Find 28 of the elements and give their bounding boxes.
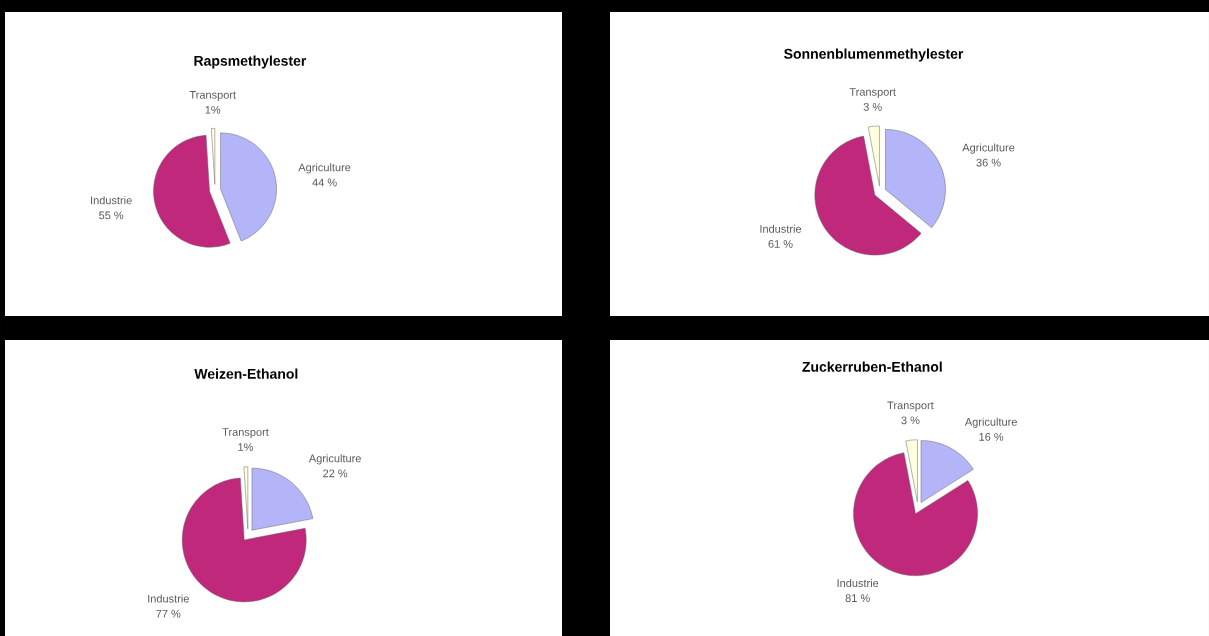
data-label: 22 %: [323, 469, 348, 478]
data-label: 3 %: [901, 416, 920, 425]
data-label: 55 %: [99, 211, 124, 220]
slice-label: Industrie: [148, 594, 189, 603]
slice-label: Agriculture: [964, 417, 1017, 428]
data-label: 44 %: [312, 178, 337, 187]
slice-label: Transport: [222, 428, 269, 439]
chart-title: Weizen-Ethanol: [194, 368, 298, 379]
slice-label: Industrie: [837, 578, 879, 588]
data-label: 1%: [238, 443, 254, 451]
chart-title: Sonnenblumenmethylester: [784, 48, 964, 62]
slice-label: Agriculture: [298, 163, 351, 174]
slice-label: Agriculture: [308, 454, 361, 465]
slice-label: Industrie: [91, 196, 132, 205]
chart-title: Rapsmethylester: [194, 55, 307, 69]
data-label: 81 %: [845, 594, 870, 603]
data-label: 1%: [205, 106, 221, 114]
data-label: 77 %: [156, 609, 181, 618]
data-label: 36 %: [976, 158, 1001, 167]
data-label: 16 %: [979, 432, 1004, 441]
slice-label: Transport: [849, 88, 896, 98]
data-label: 3 %: [863, 103, 882, 111]
slice-label: Transport: [887, 401, 934, 412]
slice-label: Industrie: [760, 224, 802, 233]
chart-title: Zuckerruben-Ethanol: [802, 361, 942, 372]
slice-label: Transport: [189, 91, 236, 101]
slice-label: Agriculture: [962, 143, 1015, 154]
data-label: 61 %: [768, 240, 793, 248]
